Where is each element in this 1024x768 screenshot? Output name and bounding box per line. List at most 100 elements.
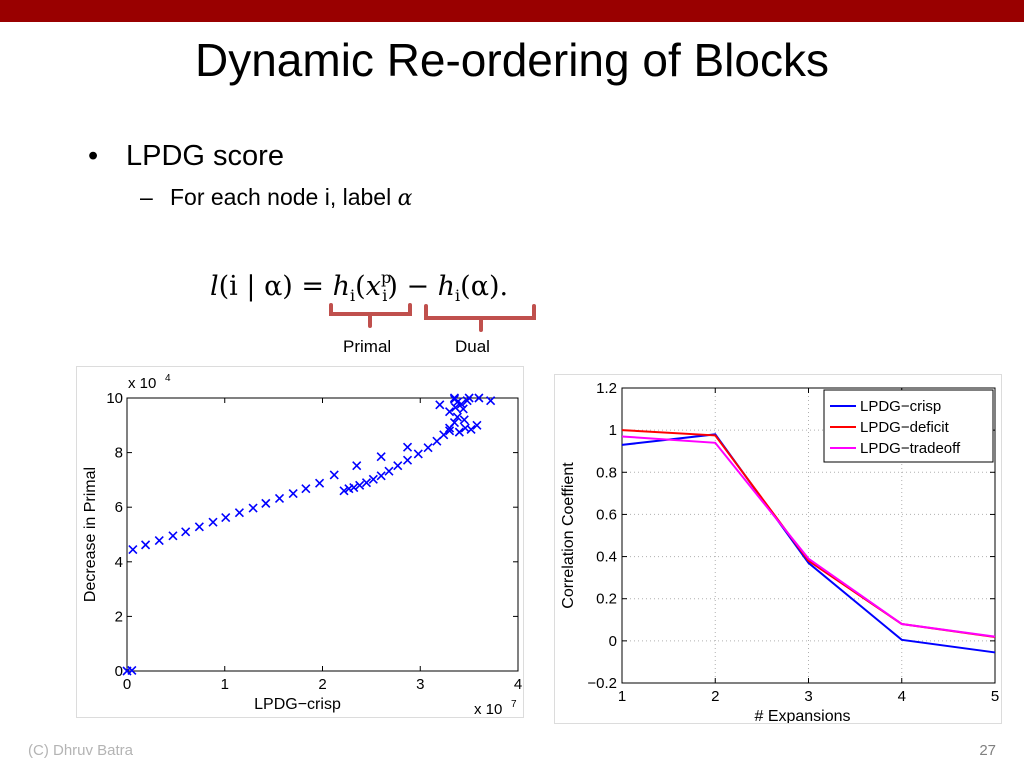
scatter-point-stroke-b — [329, 470, 339, 480]
scatter-point — [450, 402, 461, 413]
formula-x-sub: i — [382, 286, 388, 305]
scatter-point — [376, 471, 386, 481]
sub-bullet-text: For each node i, label — [170, 184, 392, 210]
scatter-point-stroke-b — [168, 531, 178, 541]
scatter-point — [274, 493, 285, 504]
line-y-axis-label: Correlation Coeffient — [560, 462, 577, 609]
scatter-point-stroke-b — [194, 522, 204, 532]
title-bar-stripe — [0, 0, 1024, 22]
scatter-point — [352, 461, 362, 471]
line-xtick-label: 1 — [618, 688, 626, 705]
line-ytick-label: 0.8 — [596, 464, 617, 481]
formula-h2: h — [437, 271, 456, 302]
scatter-point-stroke-b — [339, 486, 349, 496]
line-panel: −0.2 0 0.2 0.4 0.6 0.8 1 1.2 1 2 3 4 5 # Expansions Co… — [554, 374, 1002, 725]
scatter-point-stroke-b — [128, 544, 138, 555]
scatter-point-stroke-b — [154, 535, 164, 546]
scatter-x-multiplier-exp: 7 — [511, 699, 517, 710]
dash-icon: – — [140, 184, 153, 210]
scatter-point-stroke-b — [474, 393, 484, 403]
scatter-point — [339, 486, 349, 496]
scatter-point-stroke-b — [221, 513, 231, 523]
scatter-point-stroke-b — [454, 427, 464, 437]
scatter-y-multiplier: x 10 — [128, 375, 156, 392]
scatter-point-stroke-b — [127, 665, 137, 676]
scatter-point — [449, 418, 460, 428]
formula-minus: − — [397, 271, 438, 302]
scatter-point-stroke-b — [402, 455, 413, 465]
scatter-point — [454, 427, 464, 437]
scatter-point-stroke-b — [288, 488, 298, 499]
formula-x: x — [365, 271, 381, 302]
line-series-lpdg-tradeoff — [621, 435, 996, 638]
scatter-x-axis-label: LPDG−crisp — [254, 696, 341, 713]
formula-l: l — [210, 271, 219, 302]
line-ytick-label: 0.4 — [596, 549, 617, 566]
scatter-point — [368, 474, 378, 484]
scatter-point — [288, 488, 298, 499]
scatter-ytick-label: 2 — [115, 608, 123, 625]
page-number: 27 — [979, 742, 996, 759]
scatter-point — [349, 482, 359, 493]
scatter-point-stroke-b — [352, 461, 362, 471]
scatter-point — [466, 424, 476, 434]
scatter-point-stroke-b — [472, 420, 482, 430]
line-series-lpdg-crisp — [621, 433, 996, 654]
scatter-point-stroke-b — [274, 493, 285, 504]
scatter-point-stroke-b — [234, 508, 244, 518]
line-ytick-label: −0.2 — [587, 675, 617, 692]
line-xtick-label: 4 — [898, 688, 906, 705]
line-ytick-label: 0 — [609, 633, 617, 650]
scatter-point-stroke-b — [435, 400, 445, 410]
legend-entry: LPDG−deficit — [860, 419, 950, 436]
scatter-point-stroke-b — [368, 474, 378, 484]
scatter-ytick-label: 8 — [115, 445, 123, 462]
scatter-point-stroke-b — [402, 442, 413, 452]
scatter-ytick-label: 6 — [115, 499, 123, 516]
scatter-point — [315, 478, 325, 488]
scatter-point — [402, 455, 413, 465]
line-xtick-label: 5 — [991, 688, 999, 705]
footer-copyright: (C) Dhruv Batra — [28, 742, 134, 759]
scatter-point-stroke-b — [449, 418, 460, 428]
scatter-point — [154, 535, 164, 546]
scatter-point — [361, 478, 372, 488]
scatter-point — [301, 484, 311, 494]
scatter-point — [459, 415, 469, 425]
scatter-point-stroke-b — [413, 449, 423, 459]
line-ytick-label: 0.2 — [596, 591, 617, 608]
scatter-point-stroke-b — [456, 399, 466, 409]
scatter-point-stroke-b — [208, 517, 218, 527]
scatter-point — [376, 452, 386, 462]
scatter-xtick-label: 0 — [123, 676, 131, 693]
scatter-chart: 0 1 2 3 4 0 2 4 6 8 10 x 10 4 x 10 7 LPDG−crisp Decrease… — [82, 373, 522, 718]
scatter-x-multiplier: x 10 — [474, 701, 502, 717]
scatter-point — [464, 393, 474, 403]
sub-bullet: – For each node i, label α — [140, 182, 412, 214]
formula-paren-close: ) — [387, 271, 398, 302]
formula-x-sup: p — [380, 268, 392, 287]
scatter-point-stroke-b — [361, 478, 372, 488]
line-legend: LPDG−crisp LPDG−deficit LPDG−tradeoff — [823, 389, 994, 463]
formula-paren-open: ( — [355, 271, 366, 302]
scatter-xtick-label: 2 — [318, 676, 326, 693]
line-xtick-label: 2 — [711, 688, 719, 705]
scatter-point — [413, 449, 423, 459]
formula-equals: = — [292, 271, 333, 302]
scatter-point — [445, 426, 455, 436]
scatter-point — [384, 466, 394, 476]
scatter-point-stroke-b — [464, 393, 474, 403]
scatter-point — [435, 400, 445, 410]
scatter-point — [452, 397, 462, 407]
line-plot-border — [621, 387, 996, 684]
scatter-point — [452, 412, 462, 422]
scatter-plot-area — [126, 397, 519, 672]
scatter-point-stroke-b — [355, 480, 365, 490]
scatter-point-stroke-b — [459, 415, 469, 425]
bullet-lpdg-score: • LPDG score — [88, 138, 284, 174]
scatter-point — [208, 517, 218, 527]
scatter-point-stroke-b — [181, 527, 191, 537]
line-chart: −0.2 0 0.2 0.4 0.6 0.8 1 1.2 1 2 3 4 5 # Expansions Co… — [560, 380, 999, 725]
scatter-point — [355, 480, 365, 490]
scatter-point-stroke-b — [450, 402, 461, 413]
